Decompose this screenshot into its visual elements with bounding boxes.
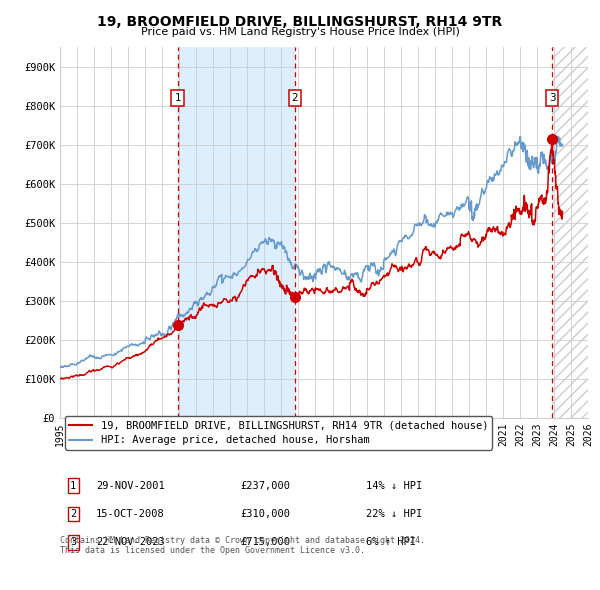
Text: 14% ↓ HPI: 14% ↓ HPI — [366, 481, 422, 491]
Text: 22-NOV-2023: 22-NOV-2023 — [96, 537, 165, 548]
Legend: 19, BROOMFIELD DRIVE, BILLINGSHURST, RH14 9TR (detached house), HPI: Average pri: 19, BROOMFIELD DRIVE, BILLINGSHURST, RH1… — [65, 416, 492, 450]
Text: 1: 1 — [70, 481, 76, 491]
Text: £237,000: £237,000 — [240, 481, 290, 491]
Text: 2: 2 — [70, 509, 76, 519]
Text: 1: 1 — [175, 93, 181, 103]
Text: 15-OCT-2008: 15-OCT-2008 — [96, 509, 165, 519]
Text: 3: 3 — [549, 93, 556, 103]
Bar — [552, 47, 588, 418]
Text: £715,000: £715,000 — [240, 537, 290, 548]
Text: 3: 3 — [70, 537, 76, 548]
Text: 2: 2 — [292, 93, 298, 103]
Text: £310,000: £310,000 — [240, 509, 290, 519]
Text: 6% ↑ HPI: 6% ↑ HPI — [366, 537, 416, 548]
Text: 19, BROOMFIELD DRIVE, BILLINGSHURST, RH14 9TR: 19, BROOMFIELD DRIVE, BILLINGSHURST, RH1… — [97, 15, 503, 29]
Text: 29-NOV-2001: 29-NOV-2001 — [96, 481, 165, 491]
Text: This data is licensed under the Open Government Licence v3.0.: This data is licensed under the Open Gov… — [60, 546, 365, 555]
Bar — [552, 47, 588, 418]
Text: Price paid vs. HM Land Registry's House Price Index (HPI): Price paid vs. HM Land Registry's House … — [140, 27, 460, 37]
Text: 22% ↓ HPI: 22% ↓ HPI — [366, 509, 422, 519]
Text: Contains HM Land Registry data © Crown copyright and database right 2024.: Contains HM Land Registry data © Crown c… — [60, 536, 425, 545]
Bar — [178, 47, 295, 418]
